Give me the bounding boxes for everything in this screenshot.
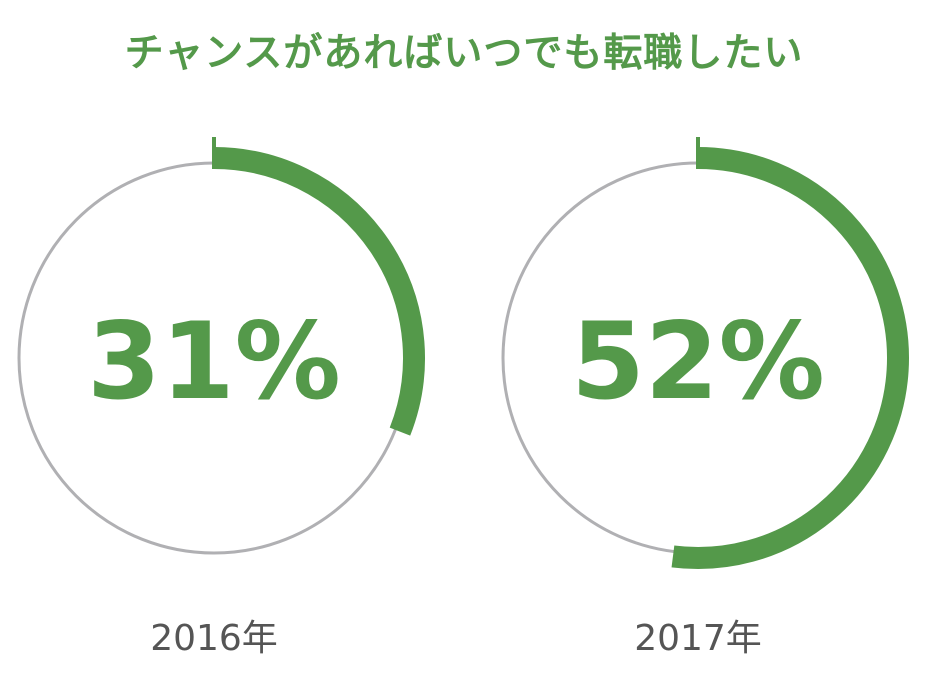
value-arc-2 bbox=[671, 147, 909, 569]
year-label-2: 2017年 bbox=[634, 618, 762, 659]
year-label-1: 2016年 bbox=[150, 618, 278, 659]
donut-chart-2: 52% 2017年 bbox=[501, 137, 909, 659]
percent-label-1: 31% bbox=[87, 300, 341, 423]
value-arc-1 bbox=[213, 147, 425, 436]
page-title: チャンスがあればいつでも転職したい bbox=[124, 31, 804, 76]
percent-label-2: 52% bbox=[571, 300, 825, 423]
donut-chart-1: 31% 2016年 bbox=[17, 137, 425, 659]
